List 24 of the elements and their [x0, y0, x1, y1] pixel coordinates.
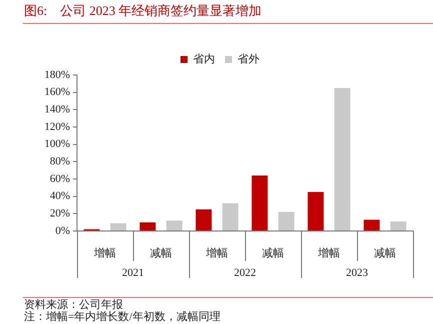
text: 注：增幅=年内增长数/年初数，减幅同理 — [24, 311, 220, 323]
y-tick-label: 120% — [44, 120, 70, 133]
y-tick-label: 80% — [50, 156, 70, 168]
y-tick-label: 20% — [50, 208, 70, 220]
text: 资料来源：公司年报 — [24, 299, 124, 311]
x-tick-label: 减幅 — [150, 246, 172, 260]
x-tick-label: 减幅 — [262, 246, 284, 260]
legend-label: 省外 — [238, 52, 260, 66]
y-tick-label: 60% — [50, 172, 70, 185]
y-tick-label: 100% — [44, 138, 70, 150]
text: 2022 — [234, 266, 256, 279]
chart-title: 图6: 公司 2023 年经销商签约量显著增加 — [24, 2, 262, 20]
x-tick-label: 减幅 — [374, 246, 396, 260]
x-tick-label: 增幅 — [93, 247, 116, 260]
legend-label: 省内 — [193, 52, 215, 66]
y-tick-label: 140% — [44, 104, 70, 116]
y-tick-label: 0% — [55, 224, 70, 237]
y-tick-label: 40% — [50, 190, 70, 202]
x-tick-label: 增幅 — [317, 247, 340, 260]
text: 2021 — [122, 266, 144, 279]
x-tick-label: 增幅 — [205, 247, 228, 260]
y-tick-label: 160% — [44, 86, 70, 98]
text: 2023 — [346, 266, 368, 279]
y-tick-label: 180% — [44, 68, 70, 81]
